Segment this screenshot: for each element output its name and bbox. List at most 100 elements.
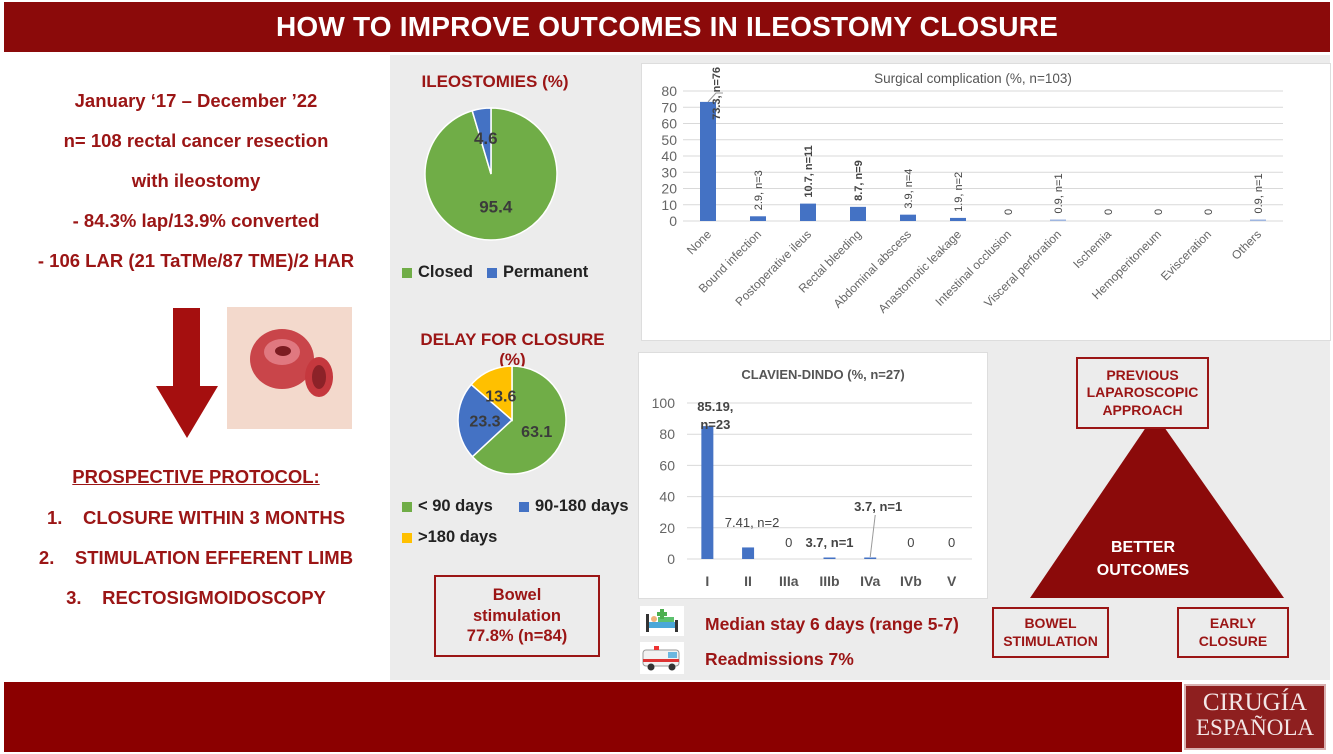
study-line: - 84.3% lap/13.9% converted	[72, 210, 320, 231]
box-line: CLOSURE	[1198, 632, 1268, 649]
bar-i	[701, 426, 714, 559]
hospital-bed-icon	[640, 606, 684, 636]
ileostomies-pie: 95.4 4.6	[424, 107, 558, 241]
bar-0	[700, 101, 716, 221]
y-tick-label: 50	[661, 132, 677, 148]
label-line: OUTCOMES	[1096, 562, 1190, 579]
x-tick-label: IIIa	[779, 573, 799, 589]
pie-data-label: 95.4	[479, 198, 513, 217]
logo-line: CIRUGÍA	[1202, 689, 1308, 716]
bar-data-label: 0	[785, 535, 792, 550]
journal-logo: CIRUGÍA ESPAÑOLA	[1184, 684, 1326, 750]
pie-data-label: 4.6	[474, 129, 498, 148]
box-line: STIMULATION	[1003, 632, 1098, 649]
pie-slice--90-days	[471, 365, 567, 475]
bar-data-label: n=23	[700, 417, 730, 432]
box-line: BOWEL	[1024, 615, 1077, 631]
x-tick-label: Others	[1229, 227, 1264, 262]
early-closure-box: EARLY CLOSURE	[1177, 607, 1289, 658]
legend-label: >180 days	[418, 528, 498, 546]
bar-ii	[742, 547, 755, 559]
page-title: HOW TO IMPROVE OUTCOMES IN ILEOSTOMY CLO…	[276, 11, 1058, 42]
protocol-num: 1.	[46, 507, 63, 528]
x-tick-label: None	[684, 227, 714, 257]
delay-pie: 63.1 23.3 13.6	[457, 365, 567, 475]
bar-data-label: 0	[1203, 209, 1215, 215]
legend-90-180: 90-180 days	[519, 497, 629, 516]
box-line: LAPAROSCOPIC	[1086, 384, 1199, 401]
delay-title: DELAY FOR CLOSURE (%)	[420, 330, 605, 369]
bar-data-label: 0	[1153, 209, 1165, 215]
legend-swatch	[402, 267, 412, 278]
pie-slice-permanent	[471, 107, 492, 175]
y-tick-label: 60	[659, 457, 675, 473]
legend-label: < 90 days	[418, 497, 493, 515]
pie-slice--180-days	[470, 365, 513, 422]
pie-data-label: 23.3	[469, 413, 500, 430]
box-line: PREVIOUS	[1106, 366, 1179, 383]
x-tick-label: IVa	[860, 573, 880, 589]
y-tick-label: 70	[661, 99, 677, 115]
y-tick-label: 60	[661, 116, 677, 132]
outcome-triangle	[1030, 414, 1284, 598]
study-line: - 106 LAR (21 TaTMe/87 TME)/2 HAR	[37, 250, 355, 271]
protocol-num: 2.	[38, 547, 55, 568]
y-tick-label: 20	[659, 520, 675, 536]
bar-4	[900, 214, 916, 221]
x-tick-label: Evisceration	[1158, 227, 1214, 283]
bowel-stimulation-box: Bowel stimulation 77.8% (n=84)	[434, 575, 600, 657]
study-period: January ‘17 – December ’22	[74, 90, 318, 111]
x-tick-label: II	[744, 573, 752, 589]
legend-swatch	[402, 532, 412, 543]
legend-label: 90-180 days	[535, 497, 629, 515]
label-line: BETTER	[1111, 539, 1175, 556]
x-tick-label: V	[947, 573, 957, 589]
bar-data-label: 0	[948, 535, 955, 550]
pie-data-label: 63.1	[521, 424, 552, 441]
protocol-text: STIMULATION EFFERENT LIMB	[74, 547, 354, 568]
pie-data-label: 13.6	[485, 388, 516, 405]
box-line: EARLY	[1209, 615, 1257, 631]
legend-label: Closed	[418, 263, 474, 281]
pie-slice-90-180-days	[457, 383, 514, 458]
y-tick-label: 0	[669, 213, 677, 229]
protocol-num: 3.	[66, 587, 82, 608]
y-tick-label: 20	[661, 181, 677, 197]
bar-data-label: 0.9, n=1	[1253, 173, 1265, 213]
bar-iiib	[823, 557, 836, 559]
legend-label: Permanent	[503, 263, 589, 281]
bar-data-label: 0.9, n=1	[1053, 173, 1065, 213]
y-tick-label: 100	[652, 395, 676, 411]
bar-data-label: 7.41, n=2	[725, 515, 780, 530]
legend-swatch	[402, 501, 412, 512]
x-tick-label: Anastomotic leakage	[875, 227, 964, 316]
protocol-title: PROSPECTIVE PROTOCOL:	[72, 466, 320, 487]
bar-data-label: 3.7, n=1	[805, 535, 853, 550]
left-panel: January ‘17 – December ’22 n= 108 rectal…	[4, 55, 388, 680]
clavien-dindo-chart	[638, 352, 988, 599]
legend-gt180: >180 days	[402, 528, 497, 547]
ileostomies-title: ILEOSTOMIES (%)	[421, 72, 569, 91]
box-line: APPROACH	[1102, 401, 1183, 418]
bar-11	[1250, 219, 1266, 221]
previous-laparoscopic-box: PREVIOUS LAPAROSCOPIC APPROACH	[1076, 357, 1209, 429]
bar-1	[750, 216, 766, 221]
bar-data-label: 0	[1003, 209, 1015, 215]
protocol-text: RECTOSIGMOIDOSCOPY	[102, 587, 326, 608]
bar-data-label: 10.7, n=11	[803, 145, 815, 197]
ileostomy-illustration	[227, 307, 352, 429]
y-tick-label: 10	[661, 197, 677, 213]
chart-title: CLAVIEN-DINDO (%, n=27)	[741, 367, 904, 382]
surgical-complication-svg: Surgical complication (%, n=103)01020304…	[661, 67, 1283, 316]
study-line: with ileostomy	[131, 170, 261, 191]
x-tick-label: Ischemia	[1070, 227, 1114, 271]
leader-line	[869, 514, 876, 558]
legend-lt90: < 90 days	[402, 497, 493, 516]
protocol-item: 2. STIMULATION EFFERENT LIMB	[4, 547, 388, 569]
chart-title: Surgical complication (%, n=103)	[874, 71, 1072, 86]
bowel-stimulation-factor-box: BOWEL STIMULATION	[992, 607, 1109, 658]
page-header: HOW TO IMPROVE OUTCOMES IN ILEOSTOMY CLO…	[4, 2, 1330, 52]
x-tick-label: IIIb	[819, 573, 839, 589]
study-n: n= 108 rectal cancer resection	[63, 130, 329, 151]
bar-3	[850, 206, 866, 221]
